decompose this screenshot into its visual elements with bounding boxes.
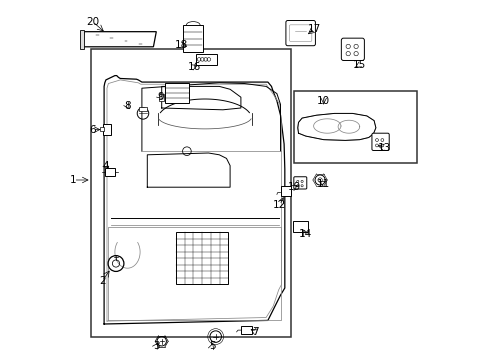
Bar [91, 49, 291, 337]
Text: 13: 13 [378, 143, 391, 153]
Text: 5: 5 [208, 341, 215, 351]
Text: 10: 10 [317, 96, 329, 106]
Bar [103, 124, 111, 135]
Bar [280, 186, 291, 196]
Bar [164, 83, 189, 103]
Text: 2: 2 [99, 276, 105, 286]
FancyBboxPatch shape [371, 133, 388, 150]
FancyBboxPatch shape [341, 38, 364, 60]
Text: 8: 8 [124, 101, 131, 111]
FancyBboxPatch shape [285, 21, 315, 46]
Text: 11: 11 [316, 179, 330, 189]
FancyBboxPatch shape [293, 177, 306, 189]
Bar [294, 91, 416, 163]
Text: 9: 9 [157, 92, 164, 102]
Text: 19: 19 [287, 182, 300, 192]
Bar [183, 25, 203, 52]
Text: 3: 3 [153, 341, 159, 351]
Text: 17: 17 [307, 24, 321, 34]
Text: 12: 12 [273, 200, 286, 210]
Text: 14: 14 [299, 229, 312, 239]
Bar [176, 232, 228, 284]
Bar [80, 30, 84, 49]
Text: 4: 4 [102, 161, 109, 171]
Text: 6: 6 [89, 125, 96, 135]
Bar [139, 107, 146, 111]
Bar [292, 221, 307, 232]
Text: 15: 15 [352, 60, 366, 70]
Bar [101, 127, 104, 131]
Bar [104, 168, 115, 176]
FancyBboxPatch shape [289, 25, 311, 41]
Bar [196, 54, 216, 65]
Text: 7: 7 [251, 327, 258, 337]
Polygon shape [81, 32, 156, 47]
Text: 1: 1 [70, 175, 77, 185]
Text: 18: 18 [175, 40, 188, 50]
Text: 20: 20 [86, 17, 99, 27]
Bar [241, 326, 251, 334]
Text: 16: 16 [187, 62, 200, 72]
Bar [159, 94, 163, 101]
